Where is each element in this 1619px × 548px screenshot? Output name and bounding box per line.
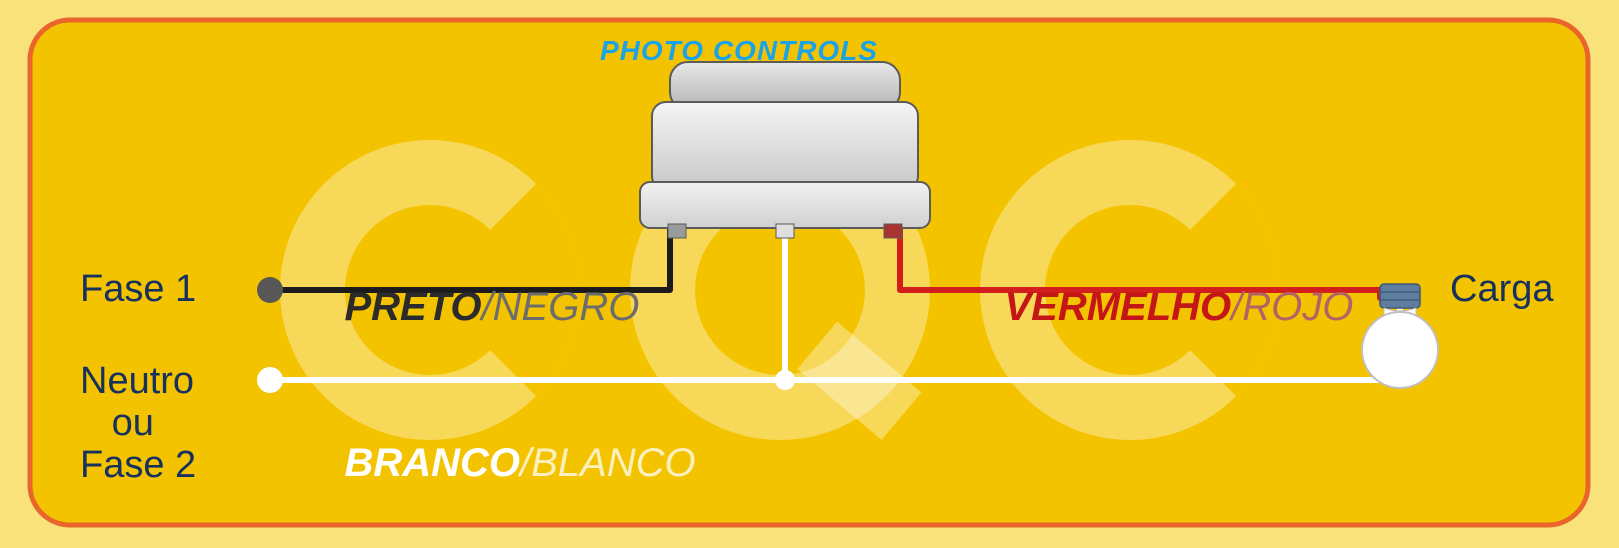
label-fase1: Fase 1 xyxy=(80,268,196,311)
label-wire-vermelho-rest: /ROJO xyxy=(1231,285,1353,329)
label-wire-branco-rest: /BLANCO xyxy=(520,441,696,485)
outer-background xyxy=(0,0,1619,548)
label-wire-vermelho-bold: VERMELHO xyxy=(1004,285,1231,329)
diagram-root: PHOTO CONTROLS Fase 1 Neutro ou Fase 2 C… xyxy=(0,0,1619,548)
title-photo-controls: PHOTO CONTROLS xyxy=(600,35,878,67)
terminal-neutro xyxy=(257,367,283,393)
junction-white xyxy=(775,370,795,390)
label-wire-preto-rest: /NEGRO xyxy=(482,285,640,329)
label-carga: Carga xyxy=(1450,268,1554,311)
terminal-fase1 xyxy=(257,277,283,303)
panel-frame xyxy=(30,20,1588,525)
label-wire-preto: PRETO/NEGRO xyxy=(300,240,639,375)
label-wire-vermelho: VERMELHO/ROJO xyxy=(960,240,1353,375)
bulb-icon xyxy=(1362,284,1438,388)
photo-control-device xyxy=(640,62,930,238)
label-neutro: Neutro ou Fase 2 xyxy=(80,360,196,486)
label-wire-branco-bold: BRANCO xyxy=(344,441,520,485)
label-wire-branco: BRANCO/BLANCO xyxy=(300,396,696,531)
diagram-svg xyxy=(0,0,1619,548)
label-wire-preto-bold: PRETO xyxy=(344,285,481,329)
